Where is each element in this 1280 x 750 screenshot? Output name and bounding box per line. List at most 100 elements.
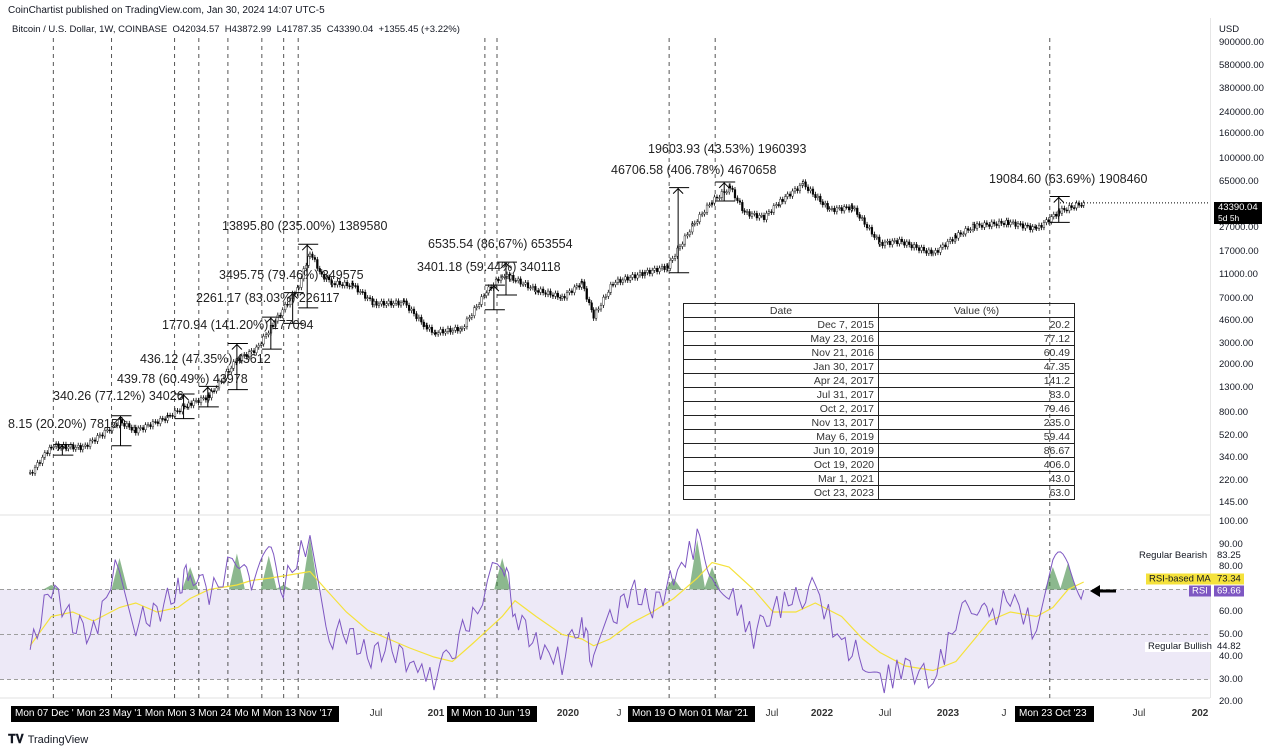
price-candle xyxy=(936,250,940,253)
price-candle xyxy=(387,300,390,304)
price-candle xyxy=(641,272,644,276)
rsi-ma-label: RSI-based MA xyxy=(1146,573,1214,585)
price-candle xyxy=(178,410,181,413)
price-candle xyxy=(648,269,651,274)
price-candle xyxy=(428,327,431,330)
table-row: May 6, 2019 59.44 xyxy=(683,429,1075,444)
price-candle xyxy=(346,281,349,287)
table-row: Jan 30, 2017 47.35 xyxy=(683,359,1075,374)
price-candle xyxy=(758,215,761,219)
price-candle xyxy=(636,274,639,279)
time-marker-label: Mon 23 May '1 xyxy=(76,708,142,719)
price-candle xyxy=(573,286,576,293)
price-candle xyxy=(245,354,248,358)
price-candle xyxy=(271,325,275,327)
price-candle xyxy=(556,292,559,298)
table-header-value: Value (%) xyxy=(878,303,1075,318)
price-candle xyxy=(405,300,408,306)
price-candle xyxy=(720,191,723,198)
time-marker-label: Mon 3 xyxy=(167,708,196,719)
price-candle xyxy=(681,243,684,247)
price-candle xyxy=(215,387,218,392)
measure-arrowhead xyxy=(178,394,189,401)
price-candle xyxy=(767,211,771,214)
price-candle xyxy=(913,244,916,249)
price-candle xyxy=(103,430,106,437)
price-candle xyxy=(222,377,225,382)
price-candle xyxy=(444,331,447,334)
price-candle xyxy=(1060,208,1064,214)
price-candle xyxy=(361,291,364,293)
price-candle xyxy=(802,181,805,184)
price-candle xyxy=(619,278,622,283)
price-candle xyxy=(736,197,739,201)
price-candle xyxy=(900,239,903,242)
tradingview-logo[interactable]: 𝐓𝐕 TradingView xyxy=(8,732,88,747)
price-candle xyxy=(542,288,545,293)
rsi-overbought-fill xyxy=(1044,567,1061,590)
price-candle xyxy=(1000,220,1003,224)
price-candle xyxy=(323,274,326,280)
price-candle xyxy=(420,316,423,323)
price-candle xyxy=(1065,209,1068,212)
brand-name: TradingView xyxy=(27,733,89,746)
price-candle xyxy=(585,288,588,300)
price-candle xyxy=(529,287,532,289)
price-candle xyxy=(320,271,323,275)
table-row: Apr 24, 2017 141.2 xyxy=(683,373,1075,388)
price-candle xyxy=(653,268,656,271)
price-candle xyxy=(91,439,94,442)
price-candle xyxy=(202,397,205,399)
bearish-value: 83.25 xyxy=(1217,550,1241,561)
row-date: Nov 13, 2017 xyxy=(683,415,879,430)
price-candle xyxy=(570,290,574,293)
price-candle xyxy=(666,265,669,269)
price-candle xyxy=(534,290,537,292)
price-candle xyxy=(274,320,277,327)
price-candle xyxy=(954,235,957,239)
price-candle xyxy=(372,301,376,305)
price-candle xyxy=(934,250,937,254)
rsi-tick: 20.00 xyxy=(1219,696,1243,707)
measure-label: 3495.75 (79.46%) 349575 xyxy=(219,268,364,282)
price-candle xyxy=(67,446,70,449)
price-candle xyxy=(908,241,911,245)
price-candle xyxy=(870,227,874,235)
row-value: 141.2 xyxy=(878,373,1075,388)
time-tick: 2023 xyxy=(936,708,960,719)
price-candle xyxy=(412,308,416,314)
price-candle xyxy=(243,354,246,357)
rsi-tick: 90.00 xyxy=(1219,538,1243,550)
currency-label[interactable]: USD xyxy=(1219,24,1240,35)
price-candle xyxy=(284,304,287,311)
row-value: 43.0 xyxy=(878,471,1075,486)
price-candle xyxy=(161,418,164,420)
price-candle xyxy=(743,210,746,213)
price-candle xyxy=(967,228,970,231)
price-candle xyxy=(1005,220,1008,225)
symbol-name[interactable]: Bitcoin / U.S. Dollar, 1W, COINBASE xyxy=(12,24,168,35)
price-candle xyxy=(524,282,527,285)
price-tick: 160000.00 xyxy=(1219,128,1264,140)
row-date: May 23, 2016 xyxy=(683,331,879,346)
price-candle xyxy=(858,214,861,219)
row-value: 79.46 xyxy=(878,401,1075,416)
price-axis[interactable]: USD 900000.00 580000.00 380000.00 240000.00… xyxy=(1139,18,1280,707)
price-candle xyxy=(343,281,346,286)
price-candle xyxy=(1007,220,1010,225)
price-candle xyxy=(57,443,60,449)
price-candle xyxy=(93,439,97,442)
price-candle xyxy=(809,188,812,191)
price-candle xyxy=(796,188,799,191)
price-candle xyxy=(590,302,593,311)
measure-arrowhead xyxy=(500,262,512,269)
price-candle xyxy=(522,283,525,286)
time-tick: 2020 xyxy=(556,708,580,719)
price-candle xyxy=(399,302,403,306)
price-tick: 900000.00 xyxy=(1219,37,1264,49)
measure-label: 3401.18 (59.44%) 340118 xyxy=(417,260,561,274)
tradingview-icon: 𝐓𝐕 xyxy=(8,732,24,746)
price-candle xyxy=(931,252,935,255)
price-candle xyxy=(98,434,102,437)
price-candle xyxy=(171,415,174,417)
